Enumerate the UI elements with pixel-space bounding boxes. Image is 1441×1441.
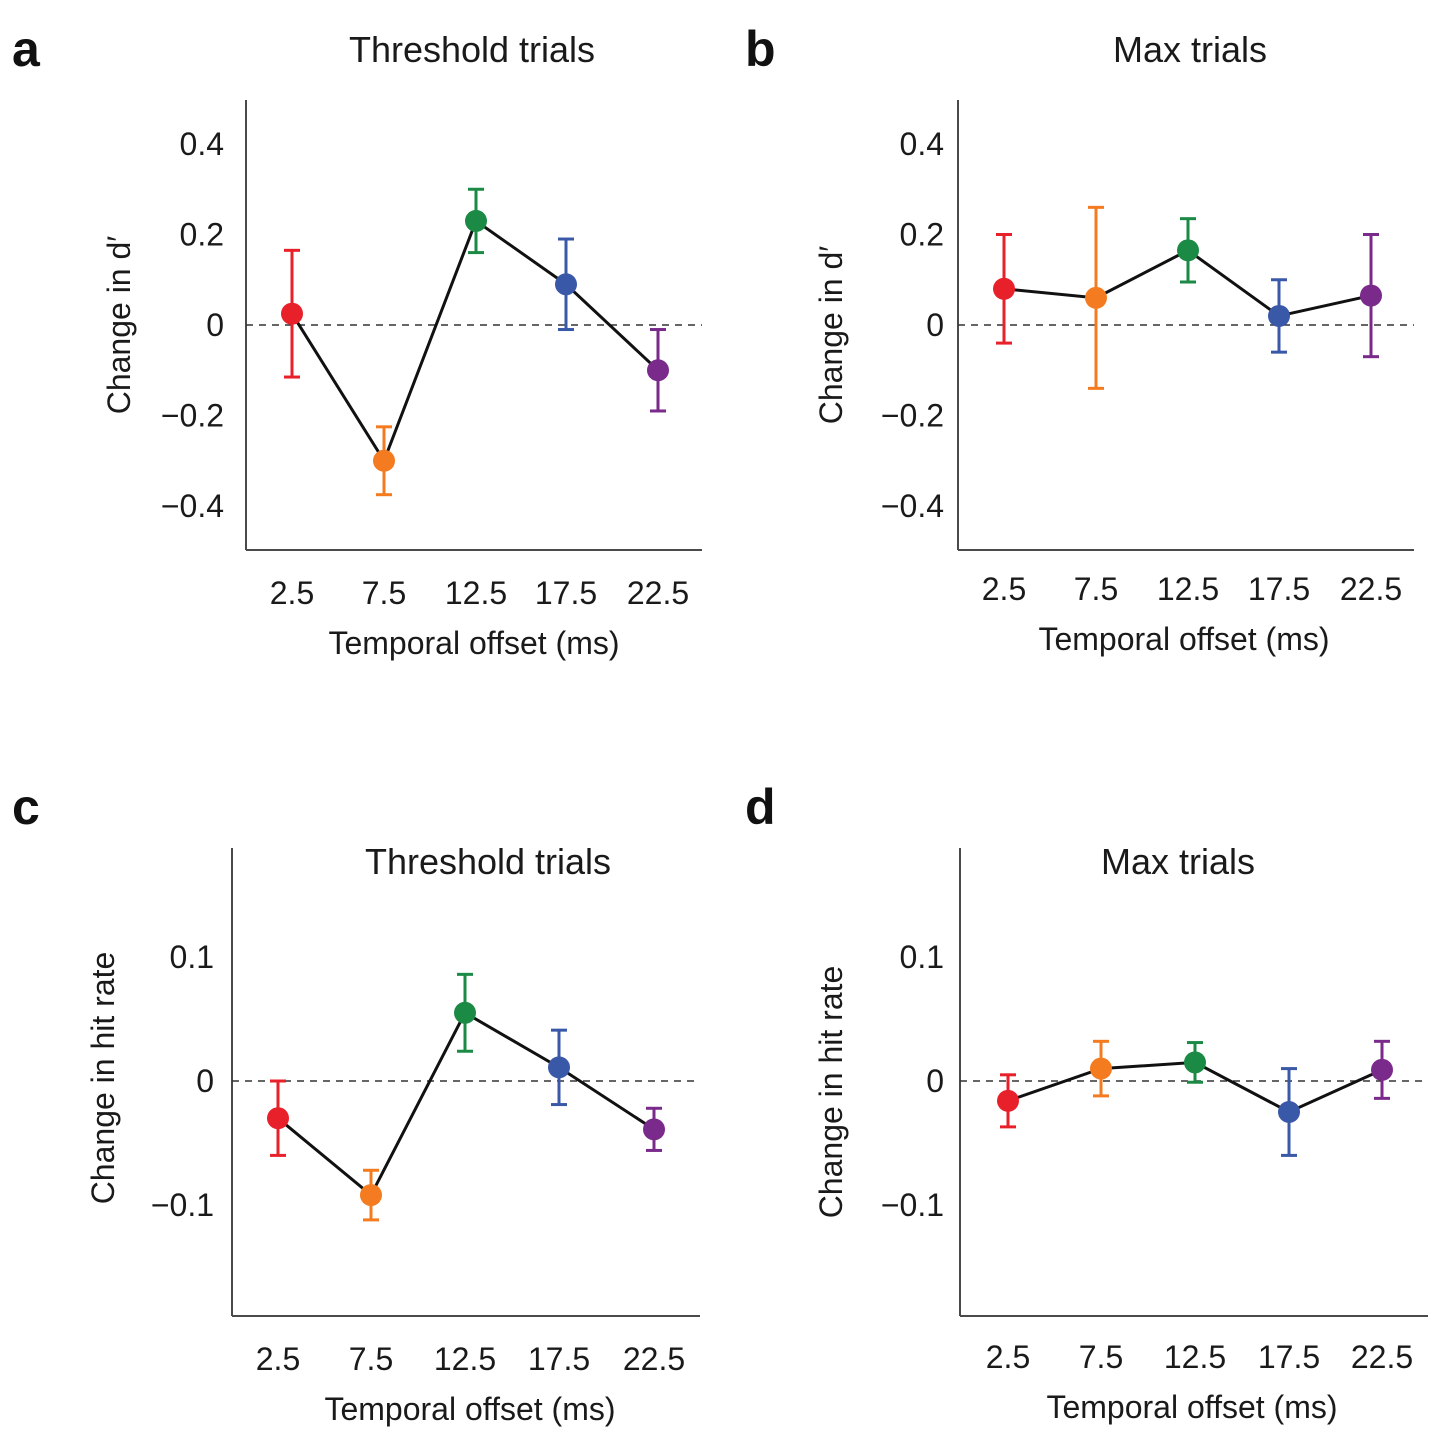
x-tick-label-c: 2.5 — [256, 1341, 300, 1377]
x-tick-label-b: 22.5 — [1340, 571, 1402, 607]
data-point-b — [1085, 286, 1107, 309]
y-tick-label-a: 0.4 — [180, 126, 224, 162]
y-tick-label-d: 0 — [926, 1063, 944, 1099]
x-axis-title-d: Temporal offset (ms) — [1046, 1389, 1337, 1425]
y-axis-title-c: Change in hit rate — [85, 952, 121, 1205]
y-tick-label-d: 0.1 — [900, 939, 944, 975]
data-point-c — [548, 1056, 570, 1079]
x-tick-label-c: 12.5 — [434, 1341, 496, 1377]
panel-c: c Threshold trials Temporal offset (ms) … — [12, 779, 700, 1427]
y-tick-label-c: −0.1 — [151, 1187, 214, 1223]
x-tick-label-a: 7.5 — [362, 575, 406, 611]
y-tick-label-b: 0 — [926, 307, 944, 343]
panel-title-b: Max trials — [1113, 29, 1267, 70]
series-a — [281, 187, 669, 497]
x-tick-label-d: 2.5 — [986, 1339, 1030, 1375]
x-tick-label-a: 2.5 — [270, 575, 314, 611]
series-line-a — [290, 218, 660, 465]
y-tick-label-b: −0.2 — [881, 398, 944, 434]
x-ticks-b: 2.5 7.5 12.5 17.5 22.5 — [982, 571, 1402, 607]
y-axis-title-b: Change in d′ — [813, 246, 849, 425]
data-point-b — [1268, 304, 1290, 327]
data-point-d — [1184, 1051, 1206, 1074]
data-point-a — [373, 449, 395, 472]
data-point-a — [281, 302, 303, 325]
x-tick-label-d: 17.5 — [1258, 1339, 1320, 1375]
x-axis-title-c: Temporal offset (ms) — [324, 1391, 615, 1427]
x-ticks-d: 2.5 7.5 12.5 17.5 22.5 — [986, 1339, 1413, 1375]
data-point-a — [465, 209, 487, 232]
panel-a: a Threshold trials Temporal offset (ms) … — [12, 21, 702, 661]
data-point-c — [643, 1118, 665, 1141]
data-point-b — [993, 277, 1015, 300]
x-tick-label-d: 7.5 — [1079, 1339, 1123, 1375]
x-tick-label-b: 2.5 — [982, 571, 1026, 607]
x-tick-label-a: 12.5 — [445, 575, 507, 611]
y-axis-title-d: Change in hit rate — [813, 966, 849, 1219]
y-ticks-c: 0.1 0 −0.1 — [151, 939, 214, 1223]
y-axis-title-a: Change in d′ — [101, 236, 137, 415]
x-axis-title-b: Temporal offset (ms) — [1038, 621, 1329, 657]
y-tick-label-a: −0.2 — [161, 398, 224, 434]
panel-title-a: Threshold trials — [349, 29, 595, 70]
x-tick-label-c: 22.5 — [623, 1341, 685, 1377]
panel-letter-d: d — [745, 779, 776, 835]
y-tick-label-b: 0.4 — [900, 126, 944, 162]
y-tick-label-a: 0.2 — [180, 217, 224, 253]
y-ticks-d: 0.1 0 −0.1 — [881, 939, 944, 1223]
x-tick-label-b: 12.5 — [1157, 571, 1219, 607]
x-tick-label-d: 22.5 — [1351, 1339, 1413, 1375]
series-c — [267, 972, 665, 1222]
y-ticks-a: 0.4 0.2 0 −0.2 −0.4 — [161, 126, 224, 524]
data-point-a — [555, 273, 577, 296]
panel-letter-a: a — [12, 21, 41, 77]
data-point-a — [647, 359, 669, 382]
panel-b: b Max trials Temporal offset (ms) Change… — [745, 21, 1414, 657]
data-point-b — [1177, 239, 1199, 262]
x-tick-label-a: 17.5 — [535, 575, 597, 611]
y-ticks-b: 0.4 0.2 0 −0.2 −0.4 — [881, 126, 944, 524]
x-ticks-a: 2.5 7.5 12.5 17.5 22.5 — [270, 575, 689, 611]
y-tick-label-c: 0 — [196, 1063, 214, 1099]
data-point-c — [267, 1107, 289, 1130]
y-tick-label-d: −0.1 — [881, 1187, 944, 1223]
data-point-d — [1278, 1101, 1300, 1123]
data-point-c — [454, 1001, 476, 1024]
panel-title-c: Threshold trials — [365, 841, 611, 882]
y-tick-label-b: 0.2 — [900, 217, 944, 253]
panel-letter-b: b — [745, 21, 776, 77]
series-d — [997, 1039, 1393, 1157]
x-tick-label-d: 12.5 — [1164, 1339, 1226, 1375]
series-b — [993, 205, 1382, 390]
y-tick-label-a: 0 — [206, 307, 224, 343]
data-point-c — [360, 1184, 382, 1207]
panel-letter-c: c — [12, 779, 40, 835]
x-tick-label-c: 7.5 — [349, 1341, 393, 1377]
data-point-d — [1090, 1057, 1112, 1080]
data-point-b — [1360, 284, 1382, 307]
y-tick-label-b: −0.4 — [881, 488, 944, 524]
data-point-d — [997, 1089, 1019, 1112]
x-tick-label-b: 17.5 — [1248, 571, 1310, 607]
x-ticks-c: 2.5 7.5 12.5 17.5 22.5 — [256, 1341, 685, 1377]
x-axis-title-a: Temporal offset (ms) — [328, 625, 619, 661]
panel-d: d Max trials Temporal offset (ms) Change… — [745, 779, 1428, 1425]
panel-title-d: Max trials — [1101, 841, 1255, 882]
x-tick-label-a: 22.5 — [627, 575, 689, 611]
data-point-d — [1371, 1058, 1393, 1081]
y-tick-label-c: 0.1 — [170, 939, 214, 975]
x-tick-label-b: 7.5 — [1074, 571, 1118, 607]
y-tick-label-a: −0.4 — [161, 488, 224, 524]
x-tick-label-c: 17.5 — [528, 1341, 590, 1377]
